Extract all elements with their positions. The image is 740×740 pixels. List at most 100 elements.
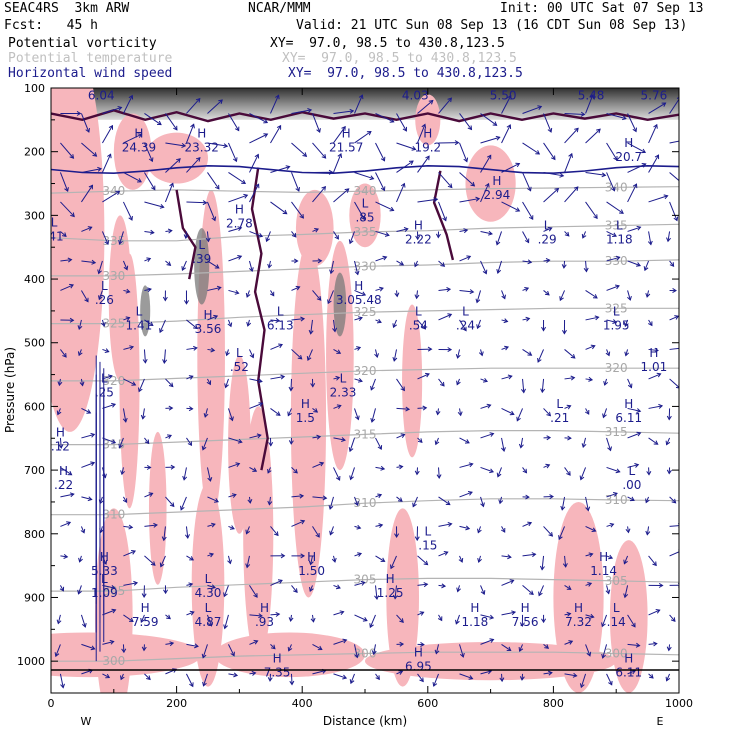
axes: 0 200 400 600 800 1000 100 200 300 400 500 600 700 80… — [17, 82, 693, 710]
wind-vector-head — [614, 284, 620, 290]
extremum-type: H — [599, 550, 608, 564]
wind-vector-head — [249, 353, 255, 359]
wind-vector-head — [425, 372, 430, 378]
wind-vector — [354, 614, 368, 622]
wind-vector — [666, 437, 671, 445]
wind-vector — [163, 349, 166, 364]
wind-vector-head — [100, 322, 106, 327]
wind-vector — [606, 349, 610, 356]
wind-vector — [624, 319, 629, 327]
wind-vector-head — [399, 641, 405, 647]
wind-speed-shade — [243, 406, 274, 662]
wind-vector-head — [525, 316, 531, 322]
wind-vector-head — [90, 461, 96, 467]
wind-vector-head — [554, 187, 560, 193]
wind-vector-head — [201, 445, 207, 451]
wind-vector-head — [500, 527, 506, 533]
wind-vector — [291, 201, 304, 219]
wind-vector-head — [421, 123, 427, 129]
wind-vector-head — [369, 175, 375, 181]
wind-vector — [543, 644, 549, 649]
wind-vector — [559, 290, 566, 301]
wind-vector-head — [623, 559, 628, 565]
wind-vector-head — [125, 288, 131, 294]
theta-contour-label: 305 — [605, 574, 628, 588]
wind-vector-head — [507, 94, 512, 100]
wind-vector — [102, 403, 116, 409]
wind-vector-head — [125, 316, 131, 322]
wind-vector-head — [398, 670, 404, 675]
wind-vector-head — [348, 239, 354, 245]
y-tick-label: 500 — [24, 337, 45, 350]
theta-contour — [51, 307, 679, 325]
upper-level-value: 5.76 — [641, 89, 668, 103]
wind-vector-head — [594, 315, 600, 321]
wind-vector-head — [90, 432, 96, 438]
wind-vector — [249, 434, 261, 439]
wind-vector — [312, 290, 322, 301]
theta-contour-label: 300 — [102, 654, 125, 668]
wind-vector — [102, 106, 122, 114]
wind-vector-head — [92, 152, 98, 157]
wind-vector-head — [62, 352, 67, 358]
wind-vector-head — [300, 519, 306, 525]
east-end-label: E — [657, 715, 664, 728]
wind-vector — [81, 185, 93, 203]
wind-vector — [459, 113, 472, 130]
wind-vector-head — [302, 152, 308, 157]
wind-vector — [501, 611, 516, 616]
wind-vector-head — [128, 524, 134, 530]
wind-vector — [459, 198, 480, 203]
wind-vector-head — [360, 580, 366, 586]
org-name: NCAR/MMM — [248, 1, 311, 16]
wind-vector-head — [544, 290, 550, 296]
wind-vector — [606, 201, 624, 214]
wind-vector-head — [233, 672, 239, 678]
wind-vector-head — [146, 257, 152, 262]
wind-vector — [270, 613, 280, 616]
wind-vector — [144, 437, 150, 444]
wind-vector — [354, 171, 374, 180]
wind-vector — [186, 643, 199, 647]
wind-vector-head — [377, 445, 383, 450]
wind-vector-head — [547, 127, 553, 133]
wind-vector — [522, 467, 527, 474]
wind-vector — [123, 172, 142, 183]
wind-vector-head — [596, 128, 601, 134]
wind-vector — [417, 407, 427, 409]
wind-vector — [564, 349, 576, 359]
wind-vector-head — [349, 108, 355, 114]
wind-vector — [522, 553, 536, 557]
wind-vector — [123, 582, 138, 586]
wind-vector — [499, 496, 503, 504]
wind-vector — [354, 201, 365, 220]
wind-vector-head — [335, 584, 341, 590]
wind-vector — [270, 344, 283, 350]
extremum-type: H — [624, 136, 633, 150]
theta-contour-label: 340 — [605, 180, 628, 194]
wind-vector — [227, 555, 231, 564]
wind-vector-head — [602, 413, 607, 419]
wind-vector-head — [623, 593, 629, 599]
wind-vector-head — [531, 552, 537, 558]
wind-vector-head — [478, 351, 484, 357]
wind-vector — [291, 109, 312, 114]
wind-vector-head — [297, 354, 303, 360]
wind-vector — [459, 491, 473, 498]
wind-vector — [333, 188, 349, 203]
wind-vector-head — [137, 178, 142, 183]
wind-vector — [206, 614, 212, 627]
wind-vector-head — [62, 232, 67, 237]
extremum-type: L — [340, 372, 347, 386]
wind-vector — [207, 523, 216, 527]
wind-vector — [564, 673, 577, 677]
wind-vector — [55, 644, 61, 657]
wind-vector — [371, 408, 376, 423]
wind-vector — [249, 154, 259, 173]
wind-vector-head — [570, 375, 576, 381]
wind-vector-head — [480, 502, 485, 508]
wind-vector — [122, 95, 133, 114]
wind-vector — [648, 609, 660, 616]
extremum-value: 19.2 — [414, 140, 441, 154]
